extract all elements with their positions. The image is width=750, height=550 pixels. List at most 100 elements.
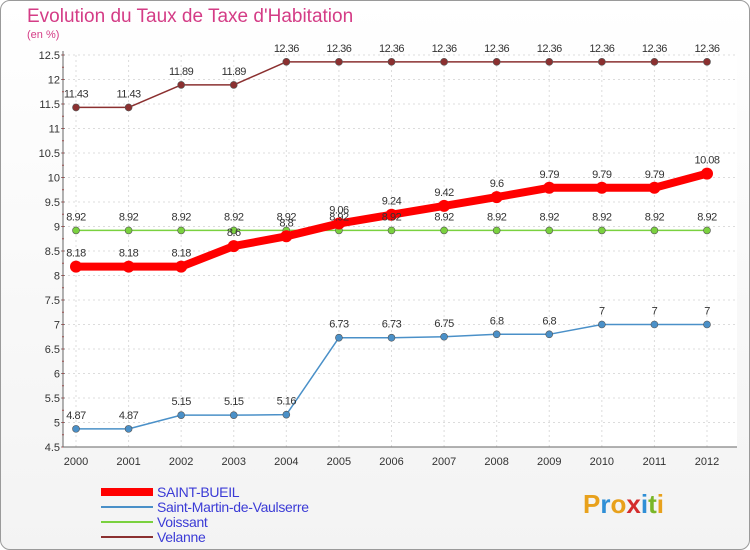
data-label-saint-bueil: 8.8 <box>279 217 293 229</box>
data-point-voissant <box>492 226 501 235</box>
data-label-saint-bueil: 8.18 <box>171 248 191 260</box>
y-tick-label: 8.5 <box>45 246 60 258</box>
data-point-saint-bueil <box>701 167 713 180</box>
legend-item-voissant: Voissant <box>101 514 309 530</box>
chart-title: Evolution du Taux de Taxe d'Habitation <box>27 6 354 27</box>
data-point-velanne <box>387 58 396 66</box>
data-point-saint-martin-de-vaulserre <box>703 320 711 329</box>
legend-label: Saint-Martin-de-Vaulserre <box>157 498 309 515</box>
data-point-saint-bueil <box>385 208 398 221</box>
data-label-velanne: 11.43 <box>116 88 141 100</box>
data-label-saint-bueil: 9.79 <box>540 169 560 181</box>
y-tick-label: 11.5 <box>39 99 60 111</box>
data-label-saint-bueil: 8.6 <box>227 227 241 239</box>
data-label-velanne: 12.36 <box>326 43 351 55</box>
y-tick-label: 5.5 <box>45 393 60 405</box>
data-point-velanne <box>650 58 659 66</box>
y-tick-label: 9 <box>54 222 60 234</box>
x-tick-label: 2012 <box>695 456 719 468</box>
data-label-voissant: 8.92 <box>329 211 349 223</box>
x-tick-label: 2006 <box>379 456 403 468</box>
legend: SAINT-BUEIL Saint-Martin-de-Vaulserre Vois… <box>101 483 309 545</box>
data-point-saint-martin-de-vaulserre <box>387 333 396 342</box>
data-label-saint-martin-de-vaulserre: 7 <box>599 306 605 318</box>
data-label-saint-bueil: 9.79 <box>592 169 612 181</box>
data-point-saint-martin-de-vaulserre <box>545 330 554 339</box>
data-point-saint-martin-de-vaulserre <box>598 320 606 329</box>
data-label-velanne: 12.36 <box>432 43 457 55</box>
data-label-voissant: 8.92 <box>697 211 717 223</box>
data-label-velanne: 11.89 <box>169 66 194 78</box>
legend-swatch <box>101 520 153 523</box>
data-label-voissant: 8.92 <box>66 211 86 223</box>
data-point-saint-bueil <box>490 191 503 204</box>
data-label-saint-bueil: 8.18 <box>119 248 139 260</box>
data-point-velanne <box>598 58 606 66</box>
data-point-voissant <box>545 226 554 235</box>
data-label-velanne: 12.36 <box>274 43 299 55</box>
data-point-velanne <box>440 58 448 66</box>
logo-letter: t <box>648 489 657 519</box>
data-label-velanne: 12.36 <box>379 43 404 55</box>
data-label-voissant: 8.92 <box>540 211 560 223</box>
data-point-saint-martin-de-vaulserre <box>229 411 238 419</box>
legend-label: SAINT-BUEIL <box>157 483 240 500</box>
y-tick-label: 6 <box>54 369 60 381</box>
data-label-saint-martin-de-vaulserre: 7 <box>704 306 710 318</box>
data-label-saint-bueil: 9.24 <box>382 196 402 208</box>
data-point-voissant <box>124 226 133 235</box>
x-tick-label: 2001 <box>116 456 140 468</box>
data-label-velanne: 12.36 <box>537 43 562 55</box>
data-point-saint-bueil <box>175 260 188 273</box>
y-tick-label: 12.5 <box>39 50 60 62</box>
data-label-saint-bueil: 9.06 <box>329 205 349 217</box>
logo-letter: o <box>610 489 627 519</box>
data-label-saint-bueil: 8.18 <box>66 248 86 260</box>
data-point-velanne <box>229 81 238 89</box>
data-label-voissant: 8.92 <box>277 211 297 223</box>
x-tick-label: 2002 <box>169 456 193 468</box>
data-point-voissant <box>598 226 606 235</box>
data-label-saint-martin-de-vaulserre: 6.8 <box>542 315 556 327</box>
y-tick-label: 7 <box>54 320 60 332</box>
x-tick-label: 2003 <box>222 456 246 468</box>
logo-letter: x <box>626 489 641 519</box>
data-point-saint-bueil <box>227 240 240 253</box>
data-point-saint-martin-de-vaulserre <box>440 332 448 341</box>
data-label-saint-martin-de-vaulserre: 7 <box>652 306 658 318</box>
data-point-voissant <box>229 226 238 235</box>
y-tick-label: 10.5 <box>39 148 60 160</box>
data-label-saint-martin-de-vaulserre: 4.87 <box>119 410 139 422</box>
data-point-saint-martin-de-vaulserre <box>335 333 343 342</box>
data-label-saint-martin-de-vaulserre: 6.73 <box>329 319 349 331</box>
data-point-saint-martin-de-vaulserre <box>72 425 80 433</box>
data-label-velanne: 12.36 <box>589 43 614 55</box>
data-point-velanne <box>335 58 343 66</box>
data-label-saint-bueil: 9.6 <box>490 178 504 190</box>
legend-label: Velanne <box>157 528 206 545</box>
data-label-saint-martin-de-vaulserre: 6.8 <box>490 315 504 327</box>
logo-letter: i <box>640 489 649 519</box>
data-point-voissant <box>703 226 711 235</box>
data-label-velanne: 11.89 <box>222 66 247 78</box>
data-label-velanne: 12.36 <box>484 43 509 55</box>
data-point-voissant <box>650 226 659 235</box>
data-point-saint-bueil <box>70 260 82 273</box>
data-label-voissant: 8.92 <box>592 211 612 223</box>
data-point-velanne <box>545 58 554 66</box>
data-label-saint-martin-de-vaulserre: 4.87 <box>66 410 86 422</box>
x-tick-label: 2009 <box>537 456 561 468</box>
data-point-saint-martin-de-vaulserre <box>124 425 133 433</box>
data-point-velanne <box>492 58 501 66</box>
data-point-saint-martin-de-vaulserre <box>177 411 185 419</box>
data-label-voissant: 8.92 <box>382 211 402 223</box>
data-label-saint-martin-de-vaulserre: 5.15 <box>224 396 244 408</box>
y-tick-label: 8 <box>54 271 60 283</box>
y-tick-label: 11 <box>49 124 60 136</box>
data-label-saint-bueil: 10.08 <box>694 155 719 167</box>
data-point-saint-bueil <box>438 199 451 212</box>
legend-swatch <box>101 505 153 508</box>
data-label-voissant: 8.92 <box>487 211 507 223</box>
data-point-saint-bueil <box>332 217 345 230</box>
data-label-voissant: 8.92 <box>224 211 244 223</box>
